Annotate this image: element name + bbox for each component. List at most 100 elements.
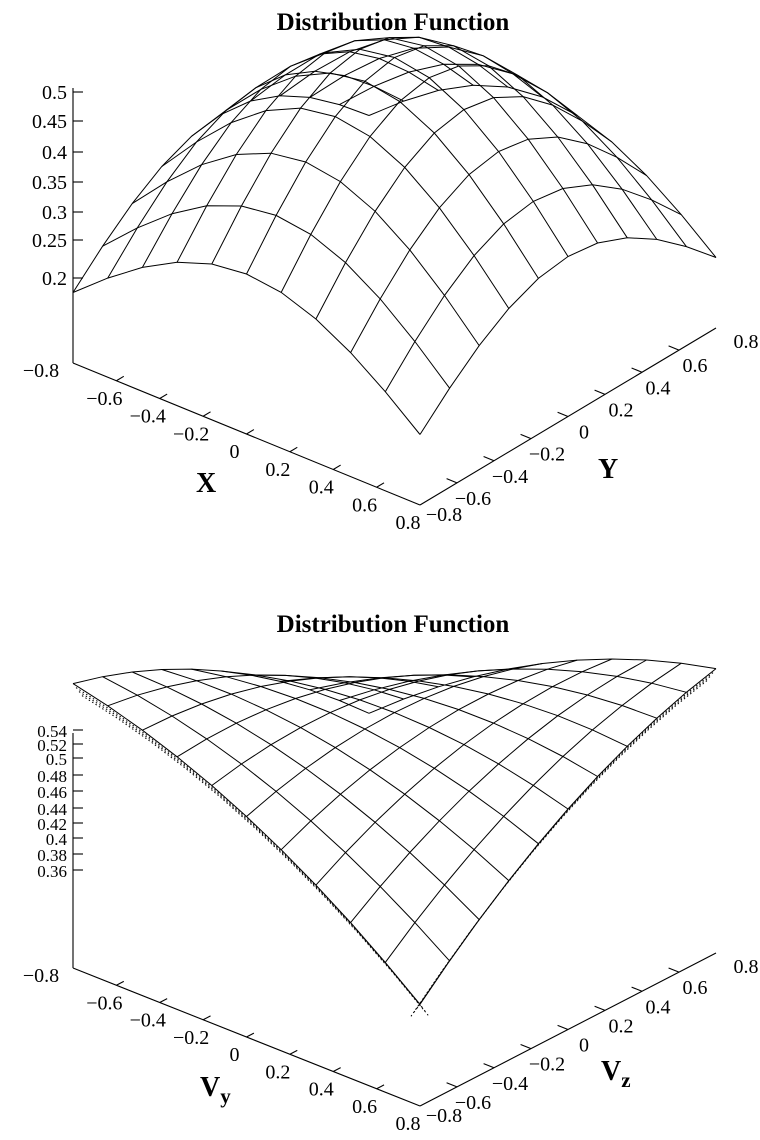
- x-tick-mark: [202, 1015, 211, 1021]
- surface-grid-line: [141, 51, 439, 268]
- x-tick-label: −0.8: [23, 965, 59, 987]
- x-tick-label: 0.4: [309, 1079, 334, 1101]
- chart-1-title: Distribution Function: [277, 9, 510, 36]
- x-tick-mark: [246, 1032, 255, 1038]
- surface-grid-line: [280, 659, 578, 851]
- chart-2-x-label: Vy: [200, 1072, 231, 1108]
- surface-grid-line: [132, 671, 480, 920]
- surface-grid-line: [384, 662, 682, 963]
- x-tick-mark: [332, 1067, 341, 1072]
- z-tick-label: 0.54: [37, 722, 67, 741]
- surface-grid-line: [220, 670, 569, 810]
- surface-grid-line: [72, 668, 370, 714]
- surface-grid-line: [246, 663, 543, 817]
- z-tick-label: 0.38: [37, 846, 67, 865]
- chart-2-y-label: Vz: [601, 1056, 631, 1092]
- x-tick-label: 0.4: [309, 477, 334, 499]
- surface-grid-line: [246, 45, 543, 275]
- y-tick-label: 0.2: [609, 399, 634, 421]
- chart-1: Distribution Function −0.8−0.6−0.4−0.200…: [23, 9, 759, 534]
- x-tick-label: −0.2: [173, 423, 209, 445]
- y-tick-mark: [668, 967, 680, 973]
- y-tick-label: 0.8: [734, 331, 759, 353]
- y-tick-label: −0.4: [492, 1073, 528, 1095]
- surface-grid-line: [315, 658, 613, 886]
- surface-grid-line: [102, 205, 451, 389]
- y-tick-mark: [668, 345, 680, 351]
- y-tick-label: −0.6: [455, 1092, 491, 1114]
- chart-1-x-ticks: −0.8 −0.6 −0.4 −0.2 0 0.2 0.4 0.6 0.8: [23, 360, 421, 534]
- x-tick-mark: [376, 482, 385, 488]
- y-tick-label: −0.4: [492, 466, 528, 488]
- z-tick-label: 0.46: [37, 783, 67, 802]
- z-tick-label: 0.5: [46, 750, 67, 769]
- z-tick-label: 0.2: [42, 268, 67, 290]
- x-tick-label: −0.4: [130, 406, 166, 428]
- z-tick-label: 0.25: [32, 230, 67, 252]
- chart-1-z-ticks: 0.2 0.25 0.3 0.35 0.4 0.45 0.5: [32, 82, 83, 290]
- y-tick-label: 0.6: [683, 977, 708, 999]
- z-tick-label: 0.52: [37, 736, 67, 755]
- chart-1-surface: [72, 36, 717, 435]
- chart-2: Distribution Function −0.8−0.6−0.4−0.200…: [23, 611, 759, 1135]
- surface-grid-line: [211, 668, 508, 786]
- x-tick-label: −0.4: [130, 1010, 166, 1032]
- x-tick-label: 0.2: [265, 459, 290, 481]
- chart-1-axes: [72, 88, 717, 506]
- y-tick-label: 0: [579, 1035, 589, 1057]
- chart-2-z-ticks: 0.360.380.40.420.440.460.480.50.520.54: [37, 722, 83, 881]
- surface-hidden-line: [81, 695, 430, 1017]
- chart-2-y-label-sub: z: [621, 1068, 630, 1092]
- chart-1-x-label: X: [196, 468, 216, 499]
- y-tick-label: 0.4: [646, 996, 671, 1018]
- chart-2-y-label-v: V: [601, 1056, 621, 1087]
- x-tick-label: −0.8: [23, 360, 59, 382]
- y-tick-mark: [594, 389, 606, 395]
- x-tick-mark: [159, 393, 168, 399]
- x-tick-label: 0.2: [265, 1061, 290, 1083]
- surface-grid-line: [419, 237, 717, 435]
- y-tick-label: 0: [579, 422, 589, 444]
- y-tick-label: 0.6: [683, 355, 708, 377]
- x-tick-mark: [246, 429, 255, 435]
- surface-grid-line: [350, 136, 647, 353]
- y-tick-mark: [520, 1043, 532, 1050]
- x-tick-mark: [202, 411, 211, 417]
- surface-hidden-line: [75, 687, 424, 1009]
- y-tick-label: −0.2: [529, 1054, 565, 1076]
- surface-hidden-line: [410, 680, 708, 1017]
- surface-grid-line: [211, 36, 509, 265]
- y-tick-mark: [483, 455, 495, 462]
- z-tick-label: 0.44: [37, 800, 67, 819]
- x-tick-mark: [289, 1049, 298, 1055]
- y-tick-mark: [594, 1005, 606, 1011]
- z-tick-label: 0.42: [37, 815, 67, 834]
- x-tick-mark: [159, 998, 168, 1003]
- y-tick-mark: [557, 411, 569, 418]
- surface-grid-line: [142, 676, 439, 731]
- z-tick-label: 0.35: [32, 172, 67, 194]
- surface-grid-line: [102, 676, 450, 962]
- chart-1-y-ticks: −0.8−0.6−0.4−0.2 0 0.2 0.4 0.6 0.8: [426, 331, 759, 526]
- surface-hidden-line: [78, 691, 427, 1013]
- z-tick-label: 0.4: [46, 830, 68, 849]
- y-tick-mark: [631, 367, 643, 373]
- y-tick-label: −0.6: [455, 488, 491, 510]
- surface-hidden-line: [413, 676, 711, 1013]
- z-tick-label: 0.36: [37, 862, 67, 881]
- surface-grid-line: [72, 683, 421, 1005]
- x-tick-mark: [116, 980, 125, 986]
- x-tick-mark: [116, 375, 125, 382]
- y-tick-label: 0.8: [734, 956, 759, 978]
- chart-2-x-label-sub: y: [220, 1084, 231, 1108]
- x-tick-label: −0.6: [86, 992, 122, 1014]
- chart-2-x-label-v: V: [200, 1072, 220, 1103]
- x-tick-label: 0: [230, 441, 240, 463]
- x-tick-label: −0.2: [173, 1027, 209, 1049]
- surface-grid-line: [176, 674, 474, 758]
- x-tick-label: 0.6: [352, 494, 377, 516]
- surface-grid-line: [315, 96, 613, 320]
- x-tick-mark: [332, 464, 341, 470]
- surface-grid-line: [419, 668, 717, 1005]
